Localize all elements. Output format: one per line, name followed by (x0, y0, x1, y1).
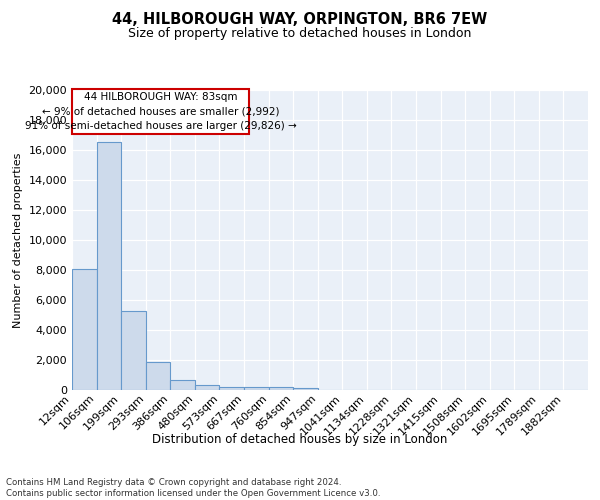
Bar (269, 388, 293, 390)
Text: 44, HILBOROUGH WAY, ORPINGTON, BR6 7EW: 44, HILBOROUGH WAY, ORPINGTON, BR6 7EW (112, 12, 488, 28)
Bar (146, 362, 170, 390)
Bar (293, 388, 318, 390)
Bar (170, 380, 195, 390)
Bar (72, 89, 249, 134)
Text: Distribution of detached houses by size in London: Distribution of detached houses by size … (152, 432, 448, 446)
Y-axis label: Number of detached properties: Number of detached properties (13, 152, 23, 328)
Bar (72, 268, 97, 390)
Bar (121, 310, 146, 390)
Bar (97, 142, 121, 390)
Text: 44 HILBOROUGH WAY: 83sqm
← 9% of detached houses are smaller (2,992)
91% of semi: 44 HILBOROUGH WAY: 83sqm ← 9% of detache… (25, 92, 296, 131)
Bar (195, 385, 220, 390)
Text: Size of property relative to detached houses in London: Size of property relative to detached ho… (128, 28, 472, 40)
Bar (220, 386, 244, 390)
Bar (244, 388, 269, 390)
Text: Contains HM Land Registry data © Crown copyright and database right 2024.
Contai: Contains HM Land Registry data © Crown c… (6, 478, 380, 498)
